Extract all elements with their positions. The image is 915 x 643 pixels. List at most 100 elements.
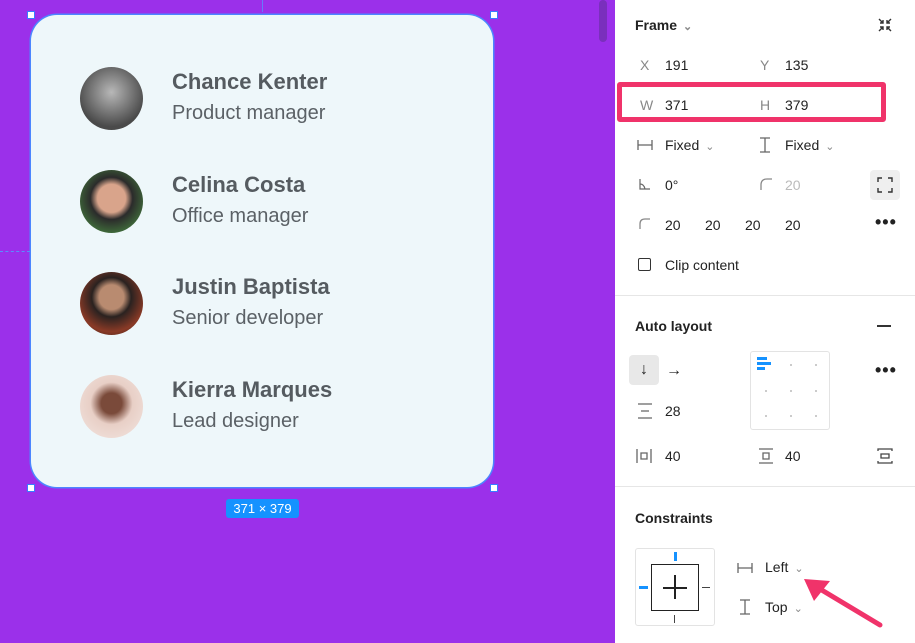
- x-input[interactable]: 191: [665, 57, 689, 73]
- person-name: Justin Baptista: [172, 274, 330, 299]
- vertical-constraint-icon: [740, 599, 750, 615]
- divider: [615, 295, 915, 296]
- w-label: W: [640, 97, 654, 113]
- y-input[interactable]: 135: [785, 57, 809, 73]
- canvas-scrollbar[interactable]: [599, 0, 607, 42]
- rotation-icon: [639, 179, 650, 190]
- frame-section-title[interactable]: Frame ⌄: [635, 17, 692, 33]
- corner-top-left-input[interactable]: 20: [665, 217, 681, 233]
- individual-padding-icon[interactable]: [877, 448, 893, 464]
- person-role: Product manager: [172, 102, 326, 124]
- chevron-down-icon: ⌄: [793, 603, 803, 615]
- arrow-right-icon[interactable]: →: [666, 362, 682, 379]
- align-dot: [790, 364, 792, 366]
- rotation-input[interactable]: 0°: [665, 177, 679, 193]
- plus-icon: [663, 587, 687, 589]
- remove-auto-layout-icon[interactable]: [877, 325, 891, 327]
- align-dot: [765, 415, 767, 417]
- avatar: [80, 170, 143, 233]
- list-item[interactable]: Justin Baptista Senior developer: [80, 272, 480, 336]
- align-dot: [815, 364, 817, 366]
- collapse-icon[interactable]: [876, 16, 894, 34]
- horizontal-guide: [0, 251, 30, 253]
- arrow-down-icon: ↓: [640, 361, 648, 378]
- width-mode-value: Fixed: [665, 137, 700, 153]
- frame-title: Frame: [635, 17, 678, 33]
- vertical-constraint-select[interactable]: Top ⌄: [765, 599, 803, 615]
- y-label: Y: [760, 57, 770, 73]
- person-name: Kierra Marques: [172, 377, 333, 402]
- corner-radius-input[interactable]: 20: [785, 177, 801, 193]
- auto-layout-title: Auto layout: [635, 318, 712, 334]
- clip-content-checkbox[interactable]: [638, 258, 651, 271]
- h-input[interactable]: 379: [785, 97, 809, 113]
- chevron-down-icon: ⌄: [683, 21, 693, 33]
- h-label: H: [760, 97, 771, 113]
- align-dot: [790, 415, 792, 417]
- constraint-inner-box: [651, 564, 699, 611]
- person-name: Celina Costa: [172, 172, 306, 197]
- constraint-bottom[interactable]: [674, 615, 675, 623]
- resize-handle-top-right[interactable]: [490, 11, 498, 19]
- alignment-grid[interactable]: [750, 351, 830, 430]
- corner-icon: [639, 218, 650, 229]
- horizontal-padding-icon: [636, 449, 652, 463]
- list-item[interactable]: Kierra Marques Lead designer: [80, 375, 480, 439]
- width-mode-select[interactable]: Fixed ⌄: [665, 137, 714, 153]
- align-bar: [757, 357, 767, 360]
- person-name: Chance Kenter: [172, 69, 328, 94]
- align-dot: [815, 415, 817, 417]
- vertical-padding-input[interactable]: 40: [785, 448, 801, 464]
- resize-handle-bottom-right[interactable]: [490, 484, 498, 492]
- align-dot: [790, 390, 792, 392]
- avatar: [80, 375, 143, 438]
- clip-content-label: Clip content: [665, 257, 739, 273]
- size-badge: 371 × 379: [226, 499, 299, 518]
- avatar: [80, 67, 143, 130]
- height-mode-value: Fixed: [785, 137, 820, 153]
- vertical-resize-icon: [760, 137, 770, 153]
- align-dot: [815, 390, 817, 392]
- chevron-down-icon: ⌄: [705, 141, 715, 153]
- independent-corners-button[interactable]: [870, 170, 900, 200]
- width-height-highlight: [617, 82, 886, 122]
- horizontal-constraint-icon: [737, 563, 753, 573]
- spacing-icon: [638, 403, 652, 419]
- person-role: Office manager: [172, 205, 309, 227]
- horizontal-padding-input[interactable]: 40: [665, 448, 681, 464]
- align-bar: [757, 362, 771, 365]
- person-role: Lead designer: [172, 410, 299, 432]
- corner-radius-icon: [760, 178, 772, 190]
- more-options-icon[interactable]: •••: [875, 212, 897, 232]
- resize-handle-bottom-left[interactable]: [27, 484, 35, 492]
- constraint-right[interactable]: [702, 587, 710, 588]
- person-role: Senior developer: [172, 307, 324, 329]
- divider: [615, 486, 915, 487]
- more-options-icon[interactable]: •••: [875, 360, 897, 380]
- resize-handle-top-left[interactable]: [27, 11, 35, 19]
- item-spacing-input[interactable]: 28: [665, 403, 681, 419]
- height-mode-select[interactable]: Fixed ⌄: [785, 137, 834, 153]
- vertical-padding-icon: [759, 448, 773, 464]
- design-canvas[interactable]: Chance Kenter Product manager Celina Cos…: [0, 0, 615, 643]
- corners-icon: [877, 177, 893, 193]
- corner-top-right-input[interactable]: 20: [705, 217, 721, 233]
- w-input[interactable]: 371: [665, 97, 689, 113]
- chevron-down-icon: ⌄: [825, 141, 835, 153]
- properties-panel: Frame ⌄ X 191 Y 135 W 371 H 379 Fixed ⌄ Fi…: [615, 0, 915, 643]
- list-item[interactable]: Celina Costa Office manager: [80, 170, 480, 234]
- vertical-constraint-value: Top: [765, 599, 788, 615]
- direction-vertical-button[interactable]: ↓: [629, 355, 659, 385]
- corner-bottom-left-input[interactable]: 20: [785, 217, 801, 233]
- constraint-top[interactable]: [674, 552, 677, 561]
- constraint-left[interactable]: [639, 586, 648, 589]
- x-label: X: [640, 57, 650, 73]
- chevron-down-icon: ⌄: [794, 563, 804, 575]
- corner-bottom-right-input[interactable]: 20: [745, 217, 761, 233]
- annotation-arrow-icon: [804, 579, 883, 628]
- align-dot: [765, 390, 767, 392]
- list-item[interactable]: Chance Kenter Product manager: [80, 67, 480, 131]
- selected-frame-card[interactable]: Chance Kenter Product manager Celina Cos…: [31, 15, 493, 487]
- constraints-widget[interactable]: [635, 548, 715, 626]
- horizontal-constraint-select[interactable]: Left ⌄: [765, 559, 804, 575]
